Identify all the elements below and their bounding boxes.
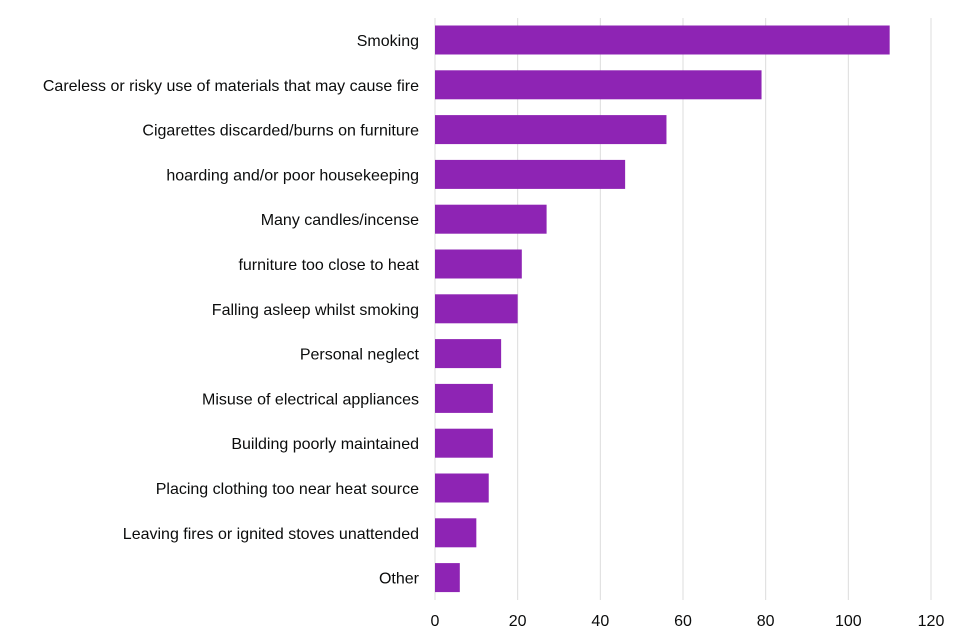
category-label: Careless or risky use of materials that … [43, 78, 419, 95]
bar [435, 70, 762, 100]
x-tick-label: 80 [757, 613, 775, 630]
bar [435, 473, 489, 503]
category-label: Personal neglect [300, 347, 420, 364]
category-label: Leaving fires or ignited stoves unattend… [123, 526, 419, 543]
category-label: Falling asleep whilst smoking [212, 302, 419, 319]
category-labels: Smoking Careless or risky use of material… [43, 33, 420, 588]
bars [435, 25, 890, 593]
x-tick-label: 60 [674, 613, 692, 630]
category-label: Many candles/incense [261, 212, 419, 229]
category-label: Other [379, 571, 420, 588]
bar [435, 383, 493, 413]
gridlines [434, 18, 932, 600]
x-tick-label: 100 [835, 613, 862, 630]
category-label: hoarding and/or poor housekeeping [166, 167, 419, 184]
x-tick-label: 20 [509, 613, 527, 630]
x-axis-tick-labels: 0 20 40 60 80 100 120 [431, 613, 945, 630]
category-label: Placing clothing too near heat source [156, 481, 419, 498]
bar [435, 339, 502, 369]
category-label: Misuse of electrical appliances [202, 391, 419, 408]
bar [435, 428, 493, 458]
bar [435, 249, 522, 279]
x-tick-label: 120 [918, 613, 945, 630]
x-tick-label: 40 [591, 613, 609, 630]
bar [435, 563, 460, 593]
bar [435, 159, 626, 189]
category-label: Smoking [357, 33, 419, 50]
category-label: Building poorly maintained [231, 436, 419, 453]
x-tick-label: 0 [431, 613, 440, 630]
bar [435, 115, 667, 145]
bar [435, 25, 890, 55]
category-label: Cigarettes discarded/burns on furniture [142, 123, 419, 140]
bar [435, 294, 518, 324]
category-label: furniture too close to heat [238, 257, 419, 274]
bar [435, 518, 477, 548]
bar [435, 204, 547, 234]
